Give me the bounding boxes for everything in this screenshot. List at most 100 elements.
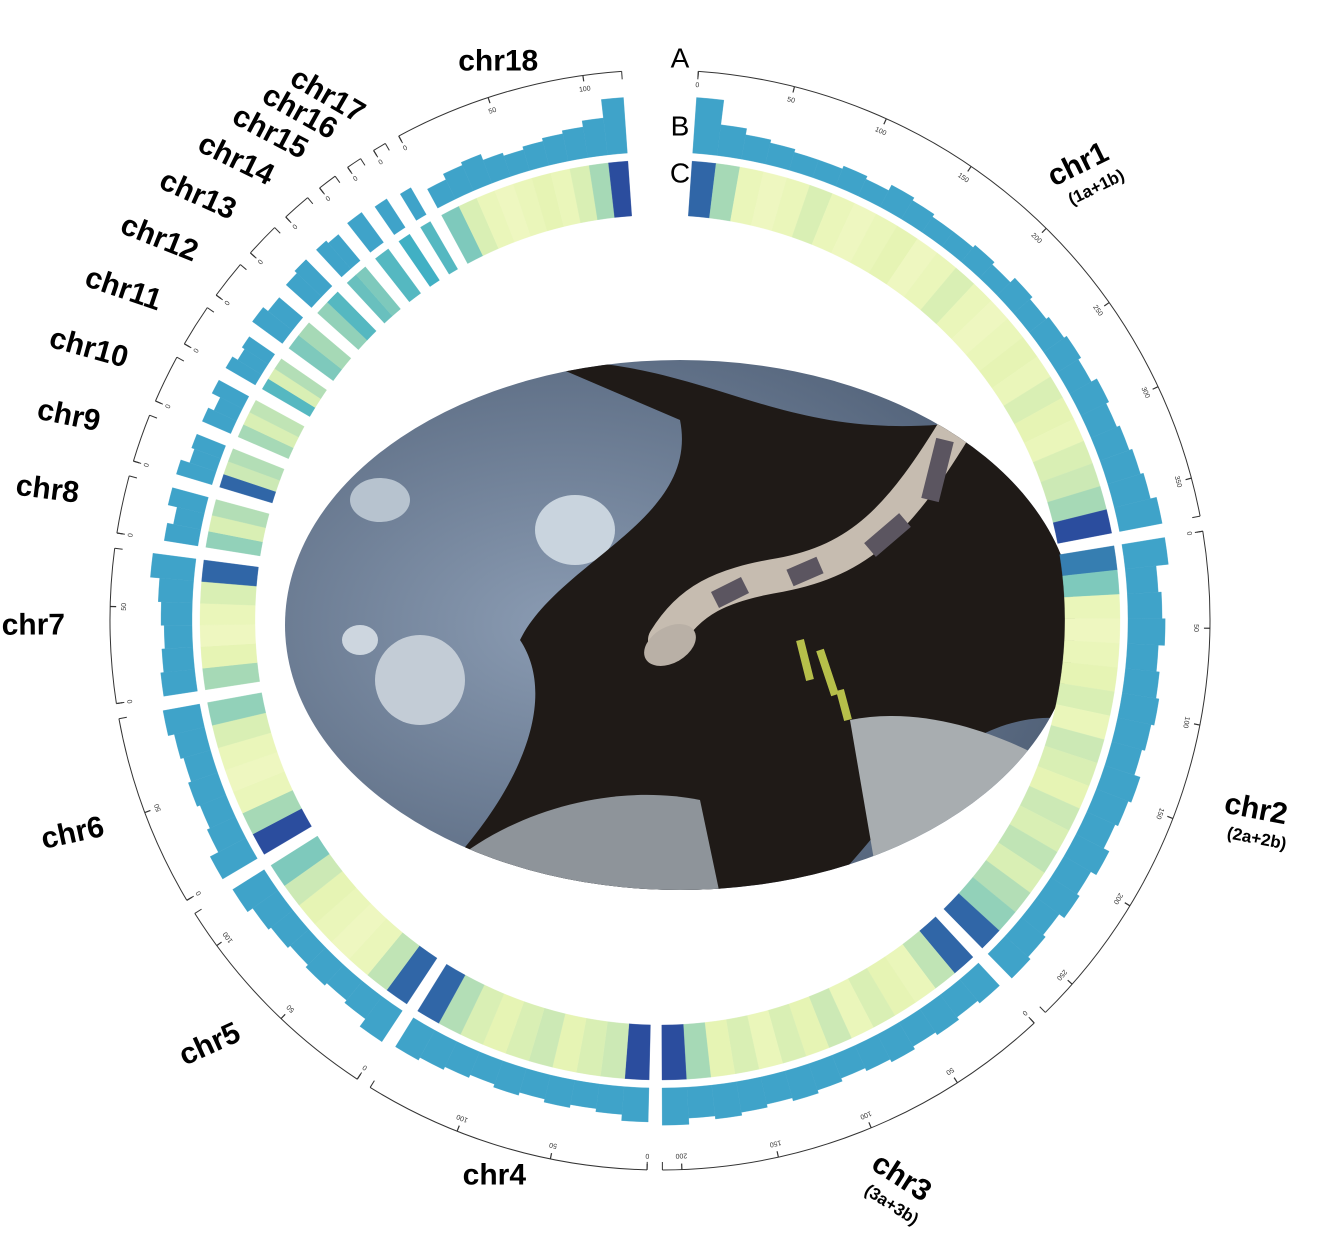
- scale-tick: [1104, 303, 1109, 306]
- scale-tick-label: 0: [193, 348, 201, 355]
- scale-tick: [457, 1126, 459, 1132]
- histogram-bar: [161, 602, 192, 626]
- scale-tick-label: 50: [1192, 624, 1199, 632]
- scale-tick-label: 50: [154, 803, 163, 813]
- scale-tick-label: 50: [786, 96, 795, 105]
- chromosome-label: chr8: [14, 469, 81, 510]
- chromosome: 0 50 100 chr5: [174, 836, 437, 1079]
- histogram-bar: [1125, 644, 1158, 672]
- scale-tick-label: 50: [121, 603, 128, 611]
- scale-end: [275, 228, 281, 234]
- scale-tick-label: 0: [325, 195, 332, 203]
- scale-end: [361, 159, 365, 166]
- heatmap-cell: [625, 1024, 651, 1080]
- scale-arc: [250, 228, 274, 253]
- chromosome-label: chr12: [116, 208, 203, 268]
- scale-end: [240, 265, 246, 270]
- scale-tick: [954, 1078, 957, 1083]
- scale-tick-label: 100: [579, 85, 592, 94]
- scale-end: [335, 176, 340, 182]
- scale-tick-label: 0: [224, 300, 232, 307]
- scale-tick-label: 100: [1181, 716, 1190, 729]
- histogram-bar: [687, 1085, 715, 1118]
- scale-tick-label: 0: [257, 259, 265, 267]
- scale-tick: [216, 295, 221, 299]
- chromosome: 0 50 chr6: [38, 693, 311, 901]
- scale-tick: [793, 87, 794, 93]
- scale-arc: [110, 548, 116, 703]
- histogram-bar: [1127, 592, 1162, 619]
- scale-end: [129, 476, 137, 478]
- scale-tick-label: 100: [859, 1109, 873, 1120]
- scale-tick: [550, 1153, 551, 1159]
- chromosome-label: chr6: [38, 810, 107, 856]
- scale-tick-label: 0: [352, 175, 359, 183]
- scale-tick-label: 50: [286, 1003, 297, 1014]
- histogram-bar: [150, 553, 196, 581]
- ring-label: A: [671, 42, 690, 73]
- histogram-bar: [400, 188, 426, 221]
- scale-arc: [216, 265, 240, 296]
- scale-tick: [357, 1074, 360, 1079]
- scale-tick: [187, 897, 192, 900]
- scale-arc: [119, 719, 187, 901]
- scale-tick: [117, 533, 123, 534]
- scale-tick: [1068, 980, 1072, 984]
- scale-tick: [348, 167, 351, 172]
- scale-end: [385, 143, 389, 150]
- scale-tick: [884, 119, 886, 124]
- heatmap-cell: [200, 624, 256, 646]
- scale-arc: [320, 176, 336, 188]
- circos-chart: 050100150200250300350chr1(1a+1b)05010015…: [0, 0, 1317, 1236]
- histogram-bar: [1127, 619, 1165, 646]
- scale-end: [150, 415, 157, 418]
- scale-end: [370, 1081, 374, 1088]
- scale-tick: [1125, 903, 1130, 906]
- scale-tick-label: 0: [378, 159, 385, 167]
- chromosome-label: chr5: [174, 1016, 245, 1072]
- scale-end: [115, 548, 123, 549]
- scale-tick-label: 0: [292, 224, 300, 232]
- heatmap-cell: [1064, 619, 1120, 643]
- scale-tick: [1186, 478, 1192, 480]
- scale-tick-label: 100: [456, 1112, 470, 1123]
- scale-tick: [116, 703, 122, 704]
- chromosome: 050100150200chr3(3a+3b): [662, 917, 1034, 1229]
- chromosome-label: chr4: [463, 1158, 527, 1191]
- histogram-bar: [164, 625, 193, 649]
- scale-tick-label: 0: [127, 699, 135, 704]
- scale-end: [195, 909, 202, 913]
- scale-tick-label: 150: [1154, 807, 1165, 821]
- scale-tick-label: 50: [549, 1141, 558, 1149]
- scale-tick: [184, 344, 189, 347]
- scale-tick: [869, 1122, 871, 1128]
- scale-tick-label: 0: [143, 462, 151, 468]
- scale-tick-label: 100: [222, 930, 235, 944]
- histogram-bar: [1122, 537, 1169, 569]
- ring-label: B: [671, 110, 690, 141]
- histogram-bar: [168, 488, 208, 514]
- scale-tick-label: 0: [1021, 1009, 1029, 1017]
- chromosome-label: chr7: [2, 608, 66, 641]
- histogram-bar: [158, 578, 193, 603]
- scale-tick-label: 50: [488, 107, 498, 116]
- scale-tick-label: 0: [1185, 531, 1193, 536]
- heatmap-cell: [202, 560, 259, 586]
- scale-tick: [217, 942, 222, 946]
- scale-end: [177, 357, 184, 361]
- scale-arc: [374, 143, 386, 150]
- scale-arc: [155, 357, 176, 401]
- chromosome-label: chr9: [35, 393, 104, 438]
- scale-arc: [133, 415, 149, 461]
- scale-tick: [1042, 228, 1046, 232]
- scale-tick-label: 0: [195, 889, 203, 896]
- scale-tick-label: 0: [645, 1152, 649, 1159]
- scale-tick-label: 200: [1029, 232, 1042, 245]
- scale-arc: [117, 476, 129, 533]
- histogram-bar: [347, 212, 383, 252]
- scale-tick-label: 200: [675, 1152, 687, 1159]
- scale-tick-label: 150: [956, 172, 970, 184]
- scale-tick-label: 250: [1055, 968, 1068, 981]
- histogram-bar: [375, 199, 405, 235]
- scale-end: [207, 308, 214, 313]
